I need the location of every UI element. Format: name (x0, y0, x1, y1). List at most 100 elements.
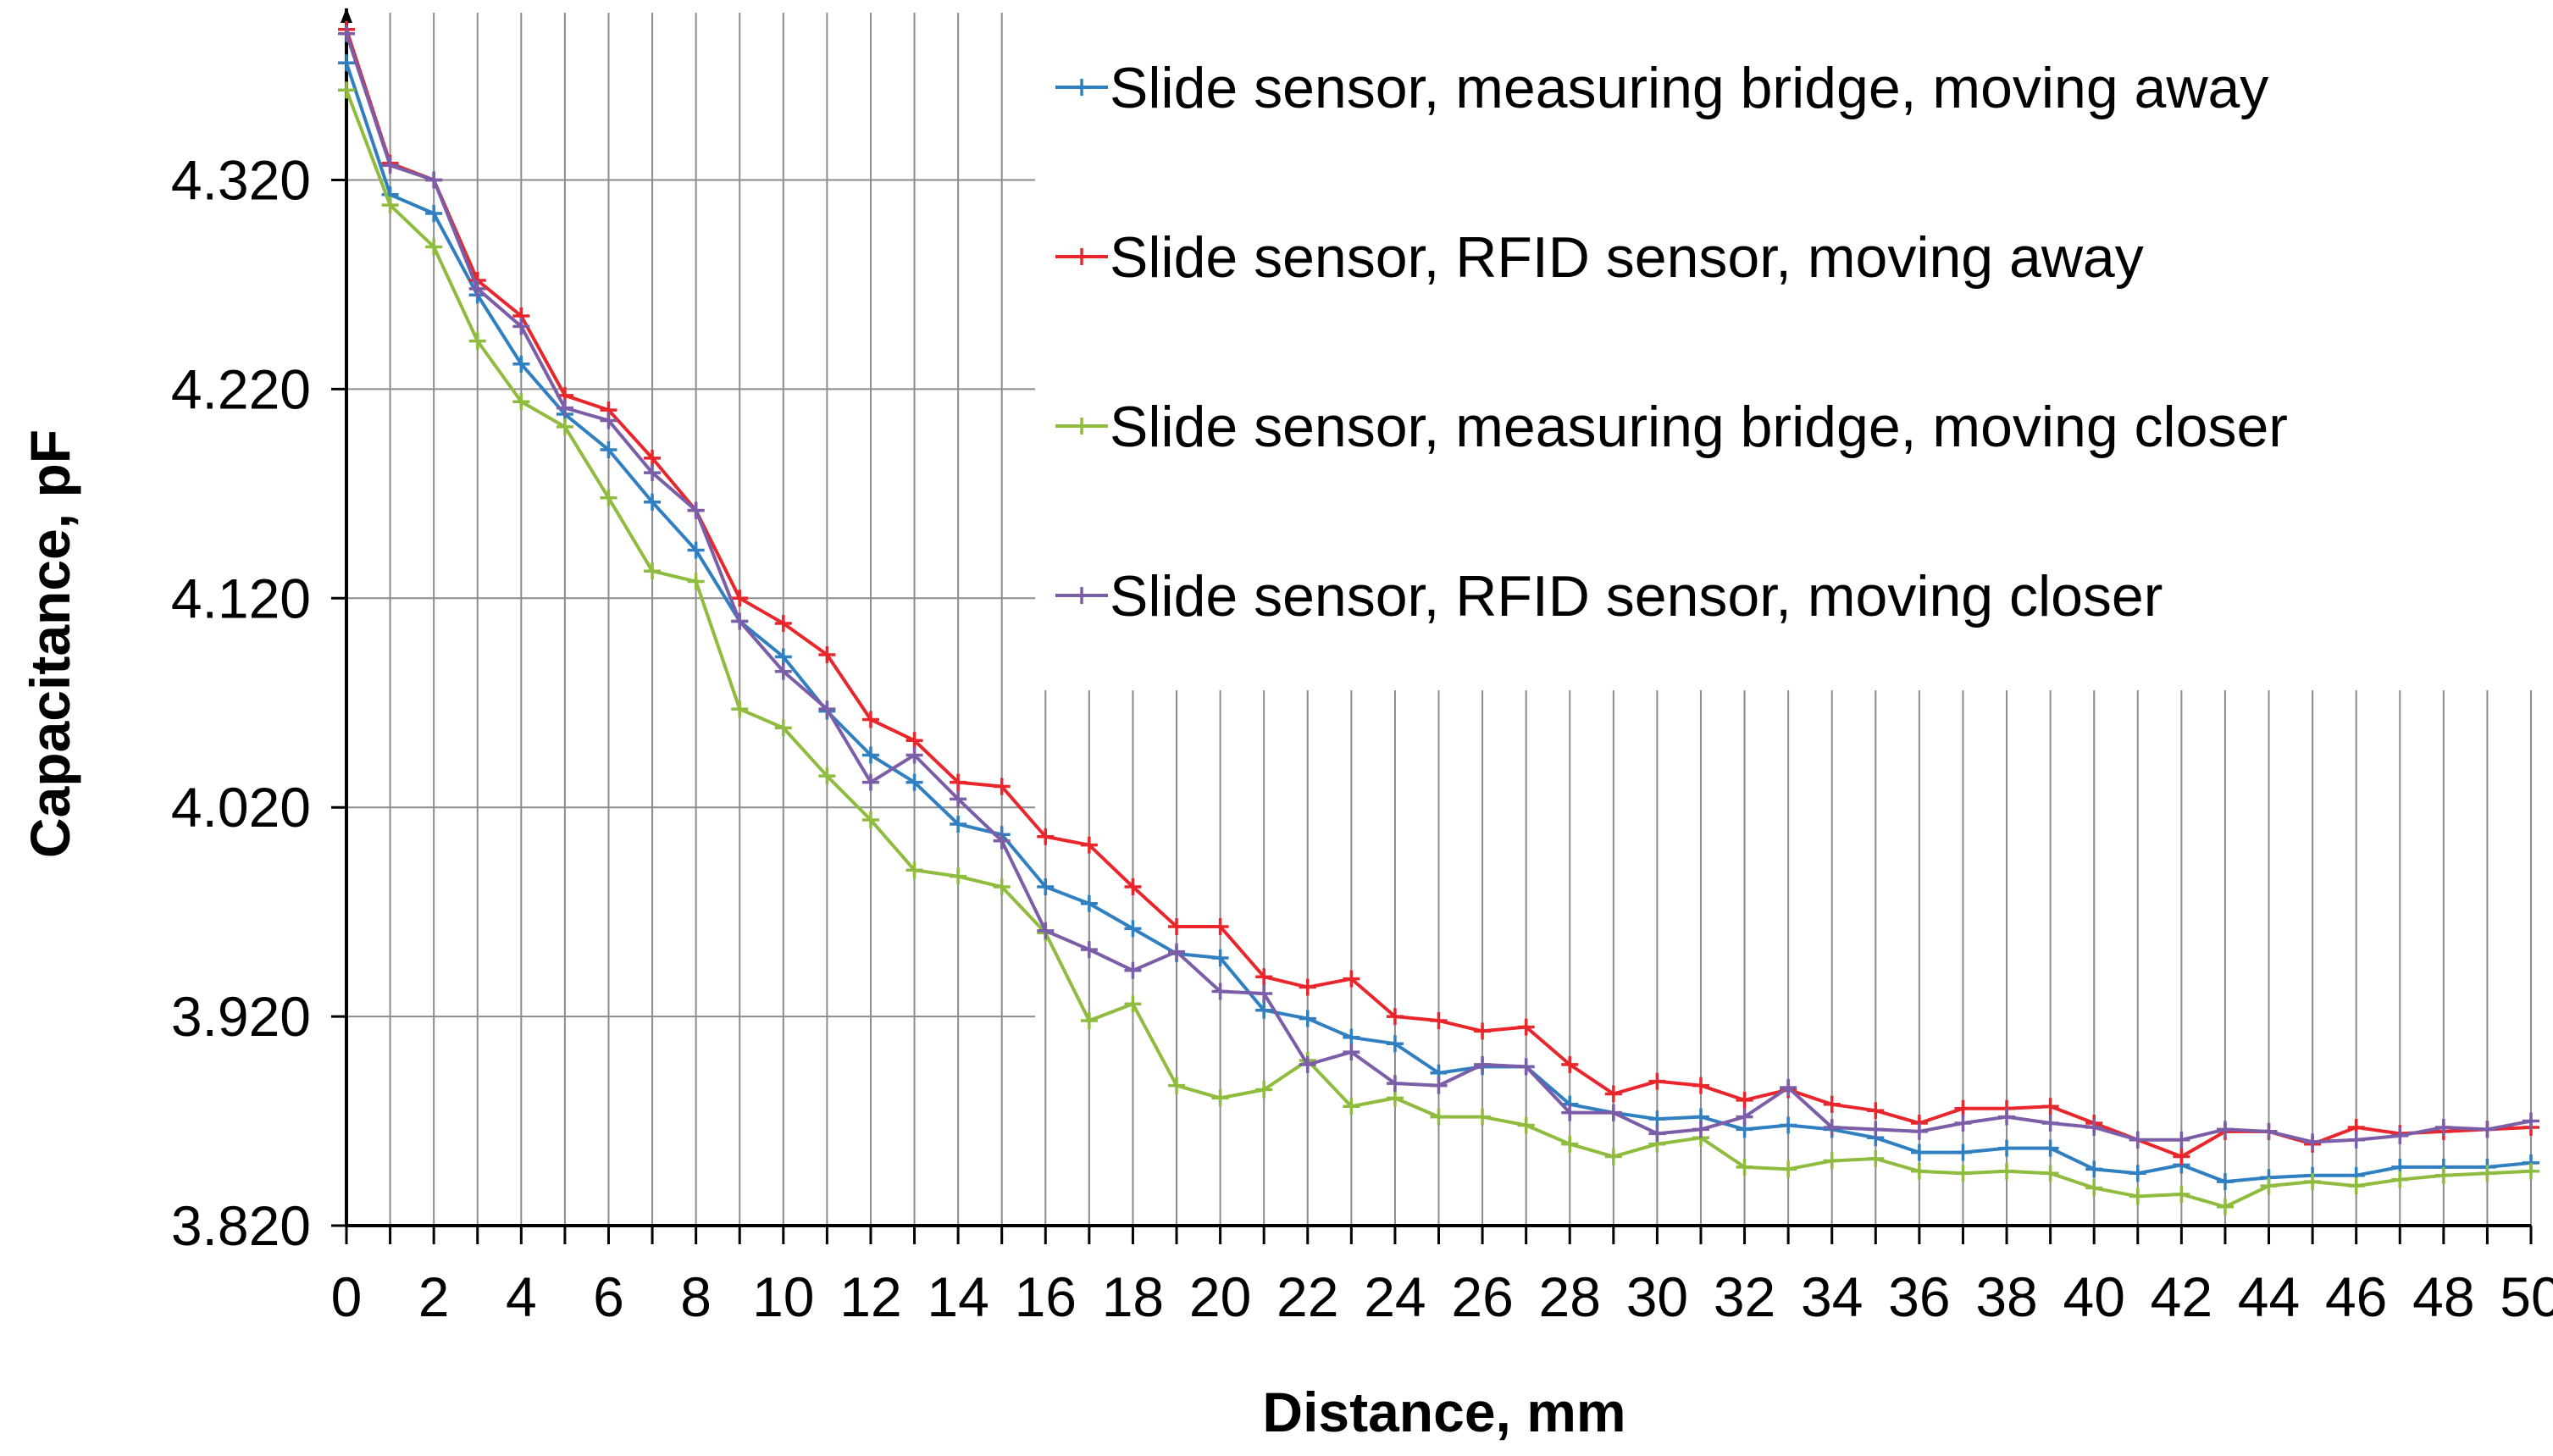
data-point-marker (1692, 1077, 1709, 1094)
x-tick-label: 14 (927, 1265, 989, 1328)
data-point-marker (1299, 1010, 1316, 1027)
data-point-marker (2085, 1160, 2103, 1178)
legend-item: Slide sensor, RFID sensor, moving closer (1055, 564, 2163, 628)
data-point-marker (1124, 878, 1142, 896)
x-tick-label: 10 (752, 1265, 814, 1328)
data-point-marker (1386, 1089, 1404, 1107)
data-point-marker (731, 590, 749, 607)
y-tick-label: 4.320 (171, 149, 311, 212)
x-tick-label: 12 (839, 1265, 901, 1328)
data-point-marker (1648, 1110, 1666, 1128)
tick-labels: 0 2 4 6 8 10 12 14 16 18 20 22 24 26 28 30 32 34 36 38 40 42 4… (171, 149, 2553, 1328)
data-point-marker (1648, 1072, 1666, 1090)
legend-item: Slide sensor, measuring bridge, moving c… (1055, 395, 2288, 459)
y-tick-label: 4.020 (171, 776, 311, 839)
data-point-marker (1954, 1099, 1972, 1117)
data-point-marker (861, 811, 879, 829)
data-point-marker (905, 773, 923, 791)
data-point-marker (600, 489, 617, 507)
data-point-marker (425, 238, 443, 256)
data-point-marker (818, 700, 836, 718)
data-point-marker (2304, 1133, 2322, 1151)
data-point-marker (1124, 995, 1142, 1013)
y-tick-label: 3.920 (171, 985, 311, 1048)
data-point-marker (1692, 1121, 1709, 1138)
data-point-marker (1780, 1079, 1797, 1097)
x-tick-label: 36 (1888, 1265, 1950, 1328)
x-tick-label: 26 (1451, 1265, 1513, 1328)
x-tick-label: 16 (1015, 1265, 1077, 1328)
data-point-marker (1954, 1143, 1972, 1161)
data-point-marker (1343, 1098, 1360, 1116)
series-group (338, 20, 2539, 1215)
data-point-marker (1867, 1102, 1885, 1120)
data-point-marker (731, 612, 749, 630)
data-point-marker (1430, 1108, 1448, 1126)
data-point-marker (2085, 1118, 2103, 1136)
data-point-marker (2347, 1177, 2365, 1195)
data-point-marker (1736, 1091, 1753, 1109)
data-point-marker (1561, 1135, 1579, 1153)
data-point-marker (1648, 1125, 1666, 1143)
data-point-marker (774, 614, 792, 632)
data-point-marker (2216, 1173, 2234, 1191)
data-point-marker (600, 441, 617, 459)
series-3 (338, 81, 2539, 1215)
data-point-marker (2041, 1139, 2059, 1157)
data-point-marker (1255, 1081, 1273, 1099)
data-point-marker (2216, 1198, 2234, 1215)
data-point-marker (2173, 1131, 2190, 1149)
legend-swatch-marker (1073, 248, 1090, 265)
data-point-marker (1037, 878, 1055, 896)
legend-swatch-marker (1073, 79, 1090, 96)
x-tick-label: 24 (1364, 1265, 1426, 1328)
data-point-marker (818, 767, 836, 785)
data-point-marker (2260, 1177, 2278, 1195)
data-point-marker (1474, 1108, 1492, 1126)
data-point-marker (950, 815, 967, 833)
data-point-marker (2347, 1131, 2365, 1149)
data-point-marker (905, 732, 923, 750)
x-tick-label: 4 (506, 1265, 537, 1328)
data-point-marker (861, 773, 879, 791)
data-point-marker (2523, 1162, 2539, 1180)
data-point-marker (1037, 828, 1055, 845)
data-point-marker (512, 393, 530, 411)
data-point-marker (1474, 1022, 1492, 1040)
series-4 (338, 25, 2539, 1151)
data-point-marker (861, 746, 879, 764)
data-point-marker (2478, 1121, 2496, 1138)
data-point-marker (861, 711, 879, 728)
data-point-marker (1780, 1160, 1797, 1178)
x-tick-label: 20 (1189, 1265, 1251, 1328)
data-point-marker (2041, 1098, 2059, 1116)
x-tick-label: 42 (2151, 1265, 2212, 1328)
data-point-marker (1343, 970, 1360, 988)
legend-label: Slide sensor, RFID sensor, moving closer (1110, 564, 2163, 628)
data-point-marker (644, 449, 662, 467)
data-point-marker (2041, 1165, 2059, 1182)
data-point-marker (1255, 968, 1273, 986)
y-axis-arrow (341, 8, 352, 23)
data-point-marker (1080, 836, 1098, 854)
data-point-marker (774, 648, 792, 666)
data-point-marker (993, 832, 1011, 850)
data-point-marker (993, 878, 1011, 896)
x-tick-label: 22 (1276, 1265, 1338, 1328)
data-point-marker (1736, 1108, 1753, 1126)
legend-swatch-marker (1073, 418, 1090, 435)
data-point-marker (338, 81, 355, 99)
data-point-marker (993, 778, 1011, 795)
data-point-marker (905, 746, 923, 764)
x-axis-title: Distance, mm (1262, 1381, 1625, 1443)
data-point-marker (381, 157, 399, 174)
data-point-marker (1168, 1077, 1186, 1094)
data-point-marker (1954, 1165, 1972, 1182)
data-point-marker (2478, 1165, 2496, 1182)
data-point-marker (556, 418, 573, 435)
data-point-marker (1124, 920, 1142, 938)
data-point-marker (1910, 1143, 1928, 1161)
data-point-marker (950, 867, 967, 885)
data-point-marker (1386, 1075, 1404, 1093)
y-tick-label: 4.120 (171, 567, 311, 629)
